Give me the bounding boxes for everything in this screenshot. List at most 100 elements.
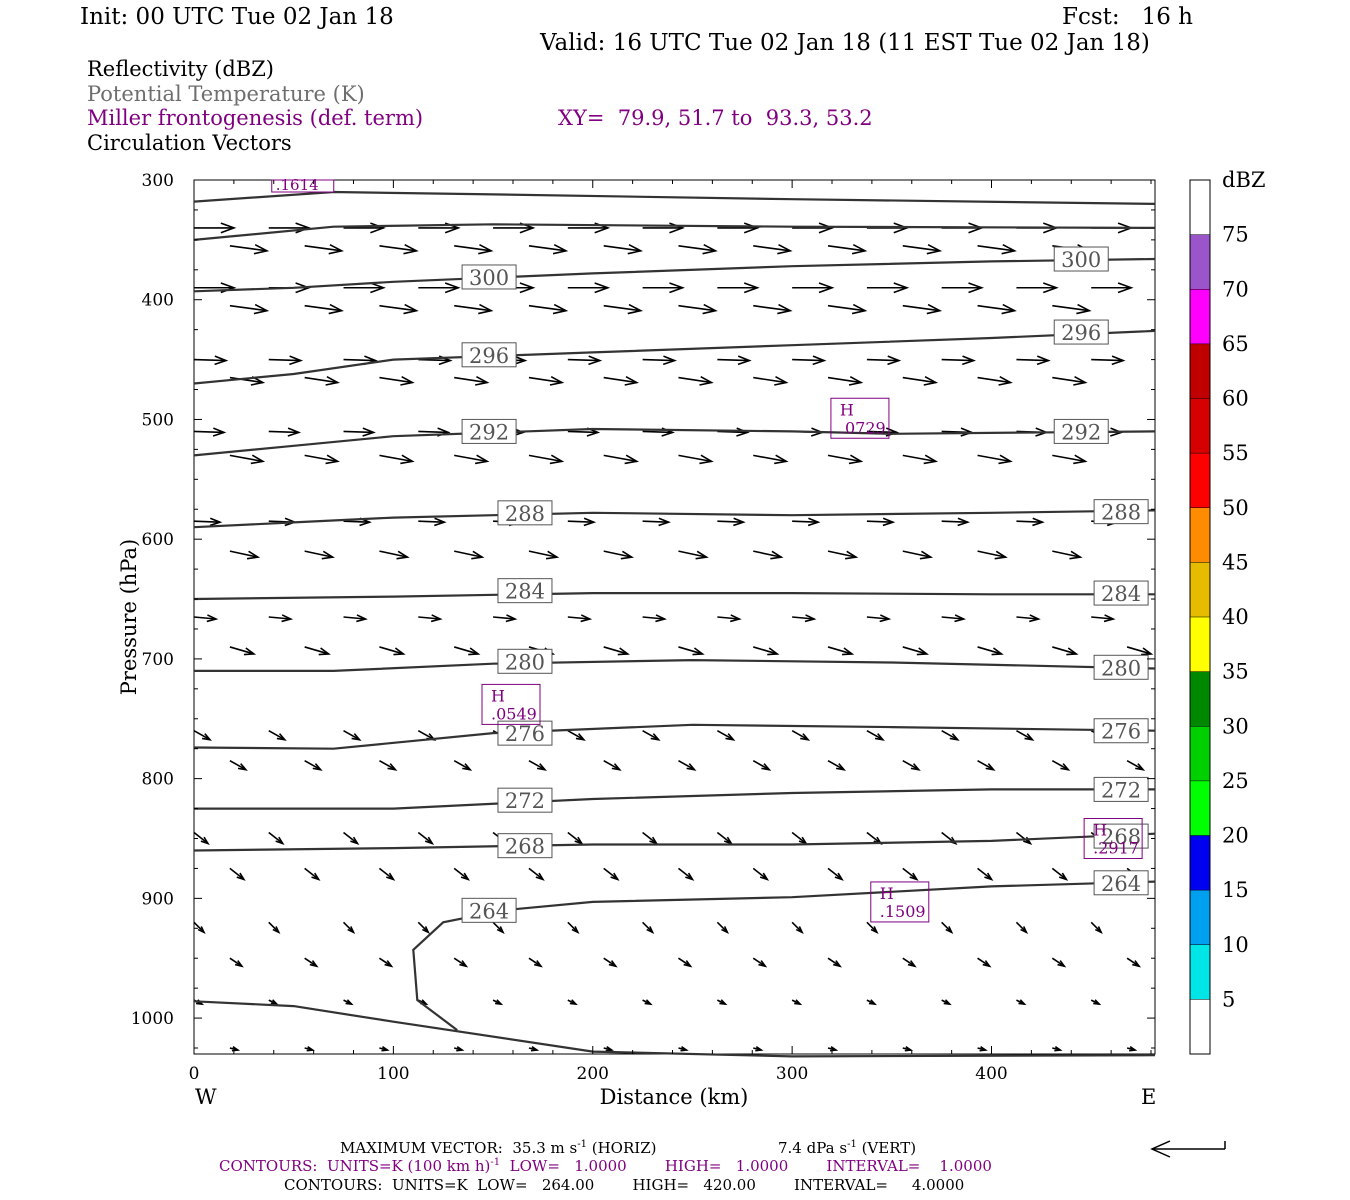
circulation-vector-head [1057,960,1067,968]
circulation-vector [603,867,619,881]
theta-label: 288 [1101,501,1141,525]
circulation-vector-head [851,243,868,255]
circulation-vector-head [818,282,835,294]
colorbar-label: 70 [1222,277,1249,301]
forecast-hour: Fcst: 16 h [1062,4,1193,30]
circulation-vector [941,730,959,741]
circulation-vector-head [870,926,879,934]
circulation-vector-head [991,647,1004,656]
circulation-vector [753,245,791,252]
circulation-vector [193,730,211,741]
circulation-vector-head [253,303,270,315]
circulation-vector-head [909,872,919,881]
circulation-vector-head [949,733,960,741]
circulation-vector-head [923,375,939,386]
circulation-vector-head [588,355,603,366]
circulation-vector [418,358,451,362]
circulation-vector [379,245,417,252]
circulation-vector [1051,759,1069,771]
circulation-vector-head [234,960,244,968]
circulation-vector-head [1036,355,1051,366]
circulation-vector [229,957,243,967]
circulation-vector [678,550,707,558]
circulation-vector-head [624,375,640,386]
circulation-vector [1126,957,1140,967]
x-tick-label: 0 [189,1064,200,1084]
circulation-vector-head [569,999,578,1006]
circulation-vector [229,454,264,463]
circulation-vector-head [289,355,304,366]
circulation-vector-head [985,763,996,771]
circulation-vector [827,759,845,771]
colorbar-segment [1190,835,1210,891]
circulation-vector-head [1076,303,1092,315]
circulation-vector [304,867,320,881]
circulation-vector-head [841,647,855,656]
circulation-vector-head [197,926,206,934]
theta-label: 292 [469,420,509,444]
circulation-vector [827,550,857,558]
circulation-vector-head [370,282,386,294]
circulation-vector [642,520,669,524]
frontogenesis-max-box [271,179,335,193]
circulation-vector-head [962,355,976,366]
circulation-vector [418,520,445,524]
theta-label: 296 [469,344,509,368]
circulation-vector-head [794,999,803,1006]
circulation-vector-head [574,836,584,845]
circulation-vector [454,245,492,252]
circulation-vector [343,520,370,524]
circulation-vector-head [462,763,473,771]
circulation-vector-head [214,355,229,366]
axes-layer: 300 400 500 600 700 800 900 1000 0 100 200 300 400 [131,171,1155,1084]
circulation-vector [603,245,641,252]
circulation-vector-head [758,960,768,968]
circulation-vector [902,304,940,312]
colorbar-segment [1190,234,1210,290]
circulation-vector-head [295,222,312,234]
frontogenesis-max-box [870,881,930,923]
circulation-vector-head [926,243,943,255]
frontogenesis-max-box [481,683,541,725]
circulation-vector-head [1117,282,1134,294]
frontogenesis-max-value: .1614 [276,176,319,194]
circulation-vector-head [646,926,655,934]
circulation-vector [717,358,750,362]
reference-vector-arrow [1150,1140,1226,1158]
circulation-vector [304,550,333,558]
circulation-vector [193,831,209,845]
circulation-vector-head [644,999,653,1006]
circulation-vector-head [552,243,569,255]
frontogenesis-max-letter: H [880,884,894,903]
circulation-vector-head [650,733,661,741]
x-tick-label: 100 [377,1064,409,1084]
circulation-vector-head [1029,614,1041,623]
circulation-vector [304,957,318,967]
frontogenesis-max-value: .0549 [491,704,537,723]
circulation-vector [642,921,654,933]
y-tick-label: 700 [142,650,174,670]
circulation-vector-head [910,763,921,771]
y-tick-label: 1000 [131,1009,174,1029]
circulation-vector [229,245,267,252]
theta-contour-276 [193,723,1156,750]
circulation-vector-head [387,763,398,771]
colorbar-label: 55 [1222,441,1249,465]
circulation-vector [268,831,284,845]
contour-label-layer: 300 300 296 296 292 292 288 288 284 284 280 280 276 2… [461,246,1149,923]
circulation-vector-head [954,614,966,623]
circulation-vector-head [1141,647,1154,656]
circulation-vector-head [236,872,246,881]
circulation-vector [417,831,433,845]
circulation-vector-head [495,999,504,1006]
circulation-vector [454,376,488,384]
circulation-vector [941,616,964,620]
theta-label-box [1093,776,1149,802]
circulation-vector-head [879,614,892,623]
circulation-vector [977,867,993,881]
circulation-vector-head [851,303,868,315]
colorbar-label: 30 [1222,714,1249,738]
circulation-vector-head [325,454,340,465]
circulation-vector-head [318,647,331,656]
theta-label-box [461,897,517,923]
